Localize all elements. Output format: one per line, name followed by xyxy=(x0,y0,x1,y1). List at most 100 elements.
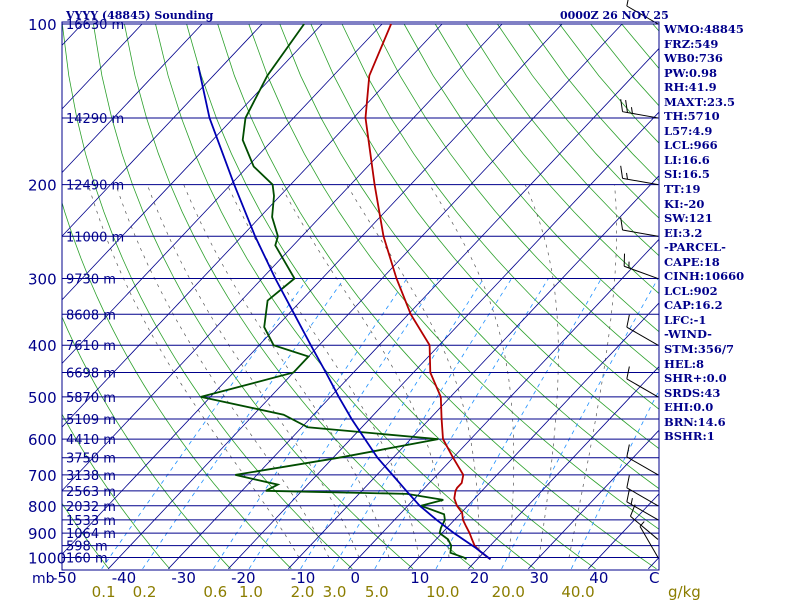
height-label: 4410 m xyxy=(66,433,116,448)
temperature-label: -30 xyxy=(171,569,196,587)
mixing-ratio-label: 20.0 xyxy=(492,583,525,600)
isotherm xyxy=(468,366,659,570)
index-item: SW:121 xyxy=(664,211,713,226)
pressure-label: 500 xyxy=(28,389,57,407)
mixing-ratio-line xyxy=(570,389,659,569)
barb-staff xyxy=(626,5,659,25)
barb-flag xyxy=(626,489,630,502)
index-item: SHR+:0.0 xyxy=(664,371,727,386)
barb-flag xyxy=(626,444,630,457)
mixing-ratio-label: g/kg xyxy=(668,583,701,600)
wind-barb xyxy=(620,165,659,186)
isotherm xyxy=(62,23,203,174)
dry-adiabat xyxy=(403,23,659,333)
wind-barb xyxy=(626,0,659,25)
pressure-label: 300 xyxy=(28,271,57,289)
barb-staff xyxy=(626,501,659,521)
temperature-label: 40 xyxy=(589,569,608,587)
height-label: 598 m xyxy=(66,540,108,555)
mixing-ratio-line xyxy=(142,278,345,570)
moist-adiabat xyxy=(115,184,330,558)
dry-adiabat xyxy=(62,23,353,570)
barb-flag xyxy=(620,217,624,231)
pressure-label: 1000 xyxy=(28,550,66,568)
mixing-ratio-line xyxy=(435,278,602,569)
pressure-label: 200 xyxy=(28,177,57,195)
index-item: LCL:902 xyxy=(664,283,718,298)
index-item: MAXT:23.5 xyxy=(664,94,735,109)
isotherm xyxy=(348,238,659,570)
height-label: 5870 m xyxy=(66,391,116,406)
temperature-label: 30 xyxy=(530,569,549,587)
wind-barb xyxy=(626,489,659,521)
mixing-ratio-line xyxy=(101,278,309,570)
moist-adiabat xyxy=(346,184,480,558)
height-label: 14290 m xyxy=(66,112,124,127)
dry-adiabat xyxy=(279,23,659,490)
index-item: RH:41.9 xyxy=(664,80,717,95)
isotherm xyxy=(108,23,623,570)
index-item: BSHR:1 xyxy=(664,429,715,444)
temperature-label: -10 xyxy=(291,569,316,587)
barb-staff xyxy=(630,515,659,540)
temperature-label: -40 xyxy=(112,569,137,587)
isotherm xyxy=(528,429,659,570)
index-item: WMO:48845 xyxy=(664,22,744,36)
mixing-ratio-label: 0.1 xyxy=(92,583,116,600)
dry-adiabat xyxy=(62,502,110,570)
wind-barb xyxy=(623,253,659,280)
mixing-ratio-label: 3.0 xyxy=(323,583,347,600)
dry-adiabat xyxy=(310,23,659,450)
mixing-ratio-label: 0.2 xyxy=(133,583,157,600)
index-item: SRDS:43 xyxy=(664,385,721,400)
index-item: -WIND- xyxy=(664,327,712,342)
barb-staff xyxy=(622,177,659,186)
moist-adiabat xyxy=(226,184,420,558)
profile-traces xyxy=(197,23,492,561)
wind-barb xyxy=(626,366,659,398)
height-label: 1064 m xyxy=(66,527,116,542)
dry-adiabat xyxy=(62,316,231,570)
isotherm xyxy=(62,23,563,555)
index-item: KI:-20 xyxy=(664,196,705,211)
height-label: 1533 m xyxy=(66,514,116,529)
mixing-ratio-label: 5.0 xyxy=(365,583,389,600)
dry-adiabat xyxy=(93,23,414,570)
barb-staff xyxy=(626,487,659,507)
index-item: EHI:0.0 xyxy=(664,400,714,415)
temperature-label: -50 xyxy=(52,569,77,587)
isotherm xyxy=(168,47,659,570)
index-item: LI:16.6 xyxy=(664,152,710,167)
mixing-ratio-label: 0.6 xyxy=(203,583,227,600)
height-label: 2032 m xyxy=(66,500,116,515)
isotherm xyxy=(228,111,659,570)
height-label: 160 m xyxy=(66,552,108,567)
moist-adiabat xyxy=(146,184,360,558)
barb-flag xyxy=(626,0,629,7)
plot-frame xyxy=(61,21,660,571)
dry-adiabat xyxy=(155,23,535,570)
temperature-label: C xyxy=(649,569,659,587)
index-item: PW:0.98 xyxy=(664,65,718,80)
barb-flag xyxy=(626,366,630,380)
height-label: 7610 m xyxy=(66,339,116,354)
barb-flag xyxy=(626,475,630,488)
mixing-ratio-label: 10.0 xyxy=(426,583,459,600)
barb-staff xyxy=(626,456,659,476)
height-label: 11000 m xyxy=(66,230,124,245)
moist-adiabat xyxy=(524,184,559,558)
index-item: CAPE:18 xyxy=(664,254,720,269)
pressure-label: 800 xyxy=(28,498,57,516)
barb-flag xyxy=(630,498,633,505)
mixing-ratio-line xyxy=(374,278,549,569)
dry-adiabat xyxy=(434,23,659,295)
index-item: L57:4.9 xyxy=(664,123,713,138)
barb-staff xyxy=(622,229,659,237)
barb-staff xyxy=(622,111,659,119)
mixing-ratio-line xyxy=(300,278,484,570)
index-item: LFC:-1 xyxy=(664,312,707,327)
height-label: 8608 m xyxy=(66,308,116,323)
barb-staff xyxy=(626,378,659,398)
moist-adiabat xyxy=(429,184,515,558)
